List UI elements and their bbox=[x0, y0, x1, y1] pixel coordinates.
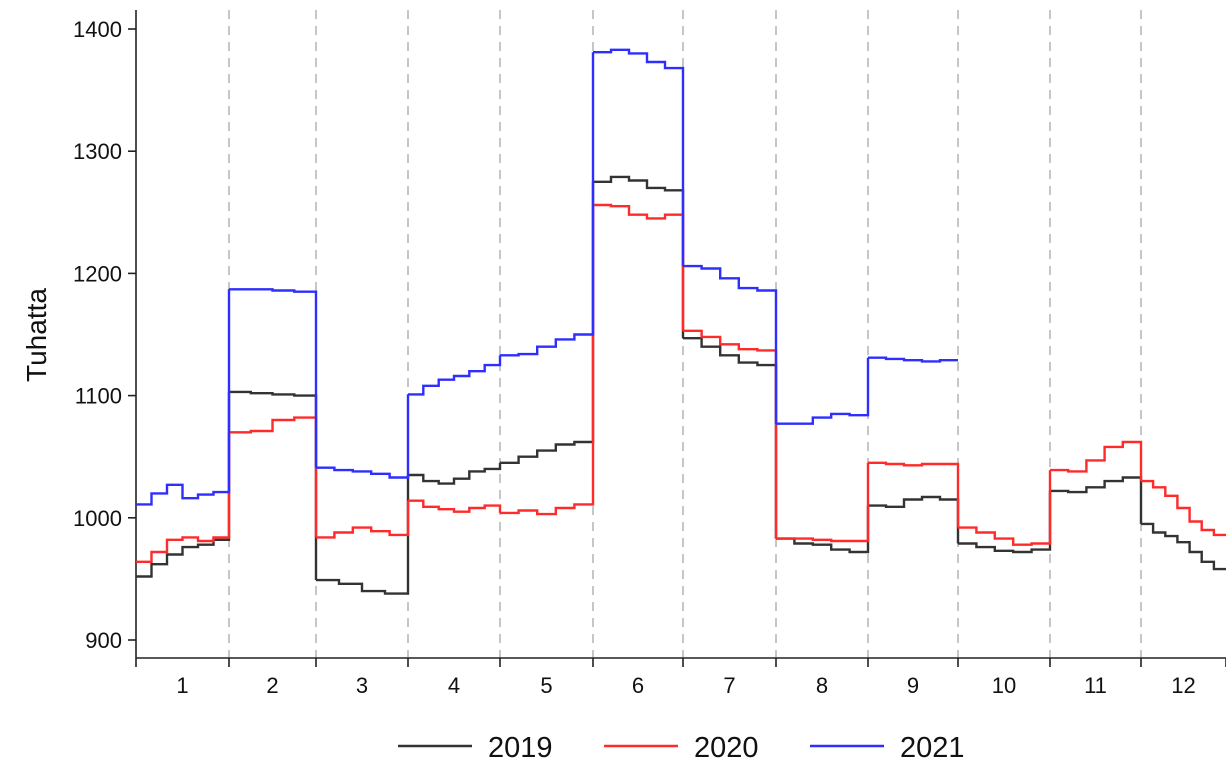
series-line-2021-month-6 bbox=[593, 48, 685, 267]
series-line-2020-month-2 bbox=[229, 416, 318, 538]
series-line-2019-month-4 bbox=[408, 462, 502, 485]
series-line-2019-month-7 bbox=[683, 337, 778, 539]
series-line-2019-month-3 bbox=[316, 475, 410, 595]
series-line-2019-month-10 bbox=[958, 490, 1052, 554]
legend-label-2019: 2019 bbox=[488, 732, 553, 764]
series-line-2021-month-3 bbox=[316, 394, 410, 479]
month-separators bbox=[228, 10, 1142, 658]
series-line-2020-month-12 bbox=[1141, 479, 1226, 537]
y-tick-label: 1300 bbox=[73, 139, 122, 164]
series-line-2020-month-5 bbox=[500, 205, 595, 516]
series-line-2020-month-3 bbox=[316, 500, 410, 539]
series-line-2021-month-7 bbox=[683, 264, 778, 424]
series-line-2020-month-4 bbox=[408, 499, 502, 513]
x-tick-label: 5 bbox=[540, 673, 552, 698]
series-line-2021-month-4 bbox=[408, 355, 502, 396]
series-line-2019-month-9 bbox=[868, 495, 960, 544]
y-tick-label: 1100 bbox=[75, 384, 122, 409]
series-lines bbox=[136, 48, 1226, 595]
series-line-2020-month-11 bbox=[1050, 440, 1143, 482]
series-line-2020-month-1 bbox=[136, 432, 231, 563]
x-tick-label: 10 bbox=[992, 673, 1016, 698]
series-line-2019-month-5 bbox=[500, 181, 595, 464]
x-tick-label: 11 bbox=[1084, 673, 1107, 698]
y-tick-label: 1200 bbox=[73, 261, 122, 286]
legend: 2019 2020 2021 bbox=[398, 732, 965, 764]
series-line-2021-month-5 bbox=[500, 52, 595, 357]
series-line-2019-month-2 bbox=[229, 390, 318, 581]
series-line-2019-month-12 bbox=[1141, 522, 1226, 571]
series-line-2021-month-2 bbox=[229, 288, 318, 468]
y-tick-label: 1400 bbox=[73, 17, 122, 42]
legend-label-2020: 2020 bbox=[694, 732, 759, 764]
x-tick-label: 6 bbox=[632, 673, 644, 698]
y-tick-label: 1000 bbox=[73, 506, 122, 531]
series-line-2020-month-9 bbox=[868, 461, 960, 528]
series-line-2020-month-7 bbox=[683, 329, 778, 539]
series-line-2021-month-9 bbox=[868, 356, 958, 363]
series-line-2019-month-8 bbox=[776, 505, 870, 554]
series-line-2019-month-6 bbox=[593, 175, 685, 339]
x-axis: 1 2 3 4 5 6 7 8 9 10 11 12 bbox=[135, 657, 1226, 698]
x-tick-label: 4 bbox=[448, 673, 460, 698]
series-line-2020-month-8 bbox=[776, 462, 870, 543]
x-tick-label: 3 bbox=[356, 673, 368, 698]
legend-label-2021: 2021 bbox=[900, 732, 965, 764]
y-axis: 900 1000 1100 1200 1300 1400 bbox=[73, 10, 137, 658]
x-tick-label: 7 bbox=[723, 673, 735, 698]
series-line-2019-month-11 bbox=[1050, 476, 1143, 524]
x-tick-label: 1 bbox=[176, 673, 188, 698]
x-tick-label: 12 bbox=[1171, 673, 1195, 698]
x-tick-label: 2 bbox=[266, 673, 278, 698]
series-line-2020-month-10 bbox=[958, 470, 1052, 546]
y-axis-label: Tuhatta bbox=[21, 288, 52, 382]
series-line-2021-month-8 bbox=[776, 357, 870, 425]
series-line-2020-month-6 bbox=[593, 203, 685, 331]
x-tick-label: 9 bbox=[907, 673, 919, 698]
series-line-2021-month-1 bbox=[136, 289, 231, 506]
y-tick-label: 900 bbox=[85, 628, 122, 653]
x-tick-label: 8 bbox=[816, 673, 828, 698]
